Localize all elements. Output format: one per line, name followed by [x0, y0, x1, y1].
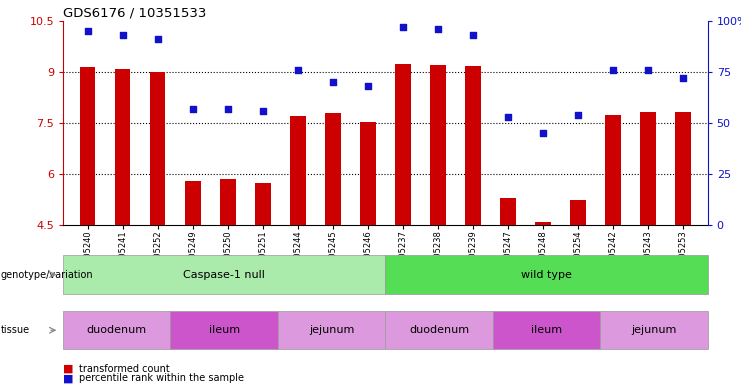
Text: jejunum: jejunum	[631, 325, 677, 335]
Bar	[325, 113, 341, 225]
Point	[327, 79, 339, 85]
Bar	[465, 66, 481, 225]
Text: wild type: wild type	[521, 270, 572, 280]
Bar	[360, 122, 376, 225]
Point	[607, 67, 619, 73]
Point	[82, 28, 93, 35]
Text: genotype/variation: genotype/variation	[1, 270, 93, 280]
Text: jejunum: jejunum	[309, 325, 354, 335]
Text: Caspase-1 null: Caspase-1 null	[183, 270, 265, 280]
Bar	[430, 65, 446, 225]
Point	[292, 67, 304, 73]
Point	[537, 130, 549, 136]
Bar	[150, 72, 165, 225]
Text: ■: ■	[63, 364, 77, 374]
Bar	[79, 67, 96, 225]
Text: ■: ■	[63, 373, 77, 383]
Bar	[220, 179, 236, 225]
Text: percentile rank within the sample: percentile rank within the sample	[79, 373, 245, 383]
Point	[642, 67, 654, 73]
Text: GDS6176 / 10351533: GDS6176 / 10351533	[63, 7, 206, 20]
Text: ileum: ileum	[208, 325, 240, 335]
Bar	[570, 200, 586, 225]
Bar	[185, 181, 201, 225]
Bar	[500, 198, 516, 225]
Bar	[395, 63, 411, 225]
Point	[432, 26, 444, 32]
Point	[257, 108, 269, 114]
Bar	[675, 112, 691, 225]
Bar	[115, 69, 130, 225]
Point	[187, 106, 199, 112]
Text: transformed count: transformed count	[79, 364, 170, 374]
Bar	[640, 112, 656, 225]
Bar	[255, 183, 270, 225]
Bar	[605, 115, 621, 225]
Text: duodenum: duodenum	[87, 325, 147, 335]
Point	[397, 24, 409, 30]
Point	[152, 36, 164, 43]
Text: duodenum: duodenum	[409, 325, 469, 335]
Point	[362, 83, 373, 89]
Bar	[535, 222, 551, 225]
Point	[222, 106, 233, 112]
Text: tissue: tissue	[1, 325, 30, 335]
Point	[572, 112, 584, 118]
Point	[502, 114, 514, 120]
Point	[677, 75, 689, 81]
Point	[467, 32, 479, 38]
Point	[116, 32, 128, 38]
Text: ileum: ileum	[531, 325, 562, 335]
Bar	[290, 116, 305, 225]
